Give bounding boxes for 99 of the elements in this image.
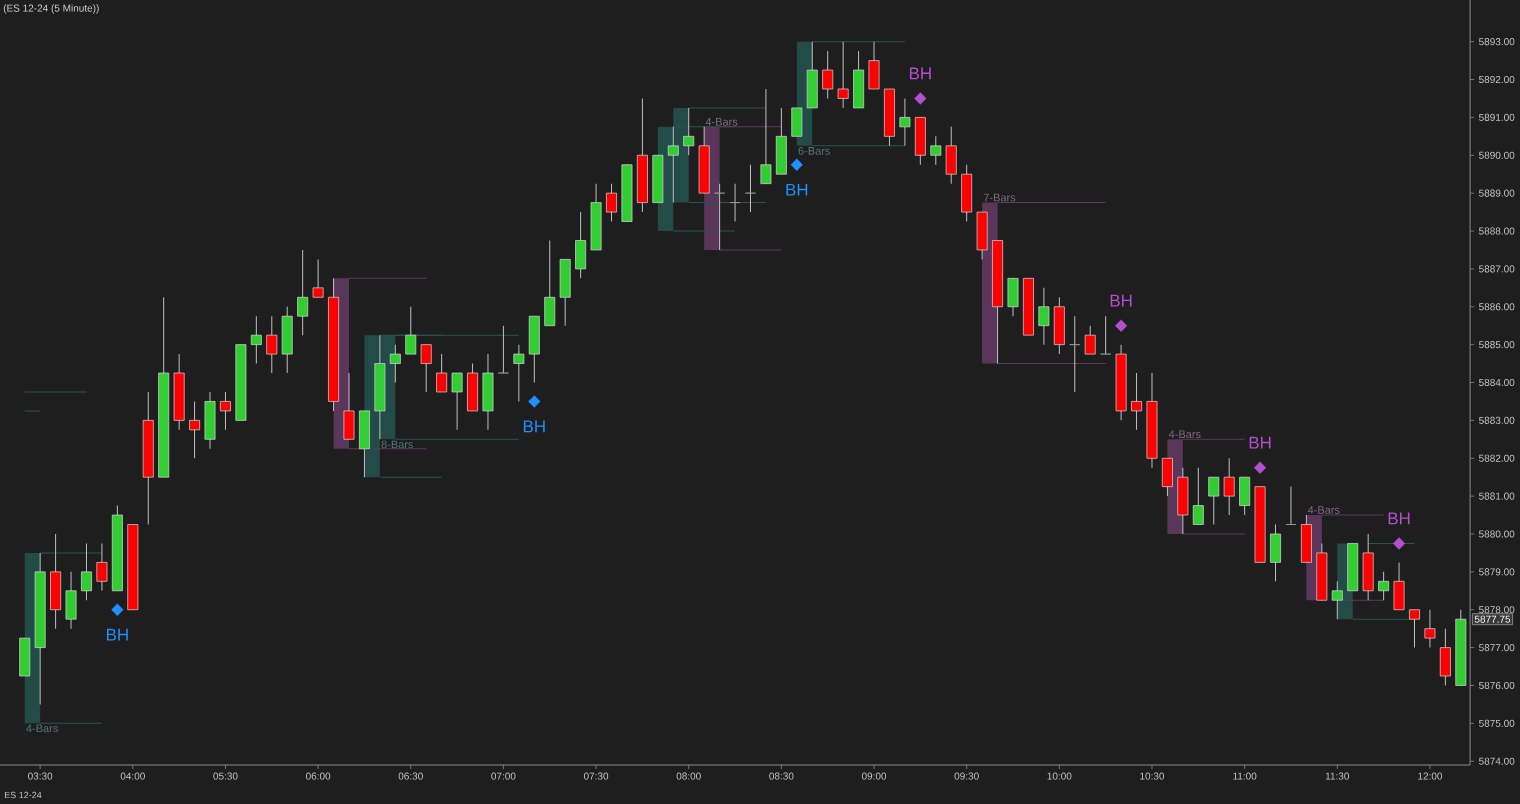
point: [1254, 461, 1267, 474]
y-tick-label: 5884.00: [1479, 378, 1515, 387]
candlestick: [250, 315, 262, 365]
series-label: 4-Bars: [1307, 506, 1340, 514]
candlestick: [1038, 287, 1050, 346]
point: [528, 395, 541, 408]
series-label: 4-Bars: [1168, 430, 1201, 439]
x-tick-label: 03:30: [28, 772, 53, 780]
x-tick-label: 07:30: [583, 772, 609, 780]
y-tick-label: 5885.00: [1479, 341, 1515, 349]
point: [790, 158, 803, 171]
candlestick: [420, 344, 432, 393]
candlestick: [1223, 457, 1235, 516]
x-tick-label: 11:00: [1233, 772, 1257, 780]
candlestick: [1285, 486, 1297, 526]
candlestick: [297, 249, 309, 336]
chart-title: (ES 12-24 (5 Minute)): [3, 4, 99, 14]
candlestick: [667, 126, 679, 204]
candlestick: [451, 372, 463, 431]
y-tick-label: 5889.00: [1479, 189, 1515, 197]
y-tick-label: 5891.00: [1479, 113, 1515, 121]
text: ES 12-24: [4, 791, 42, 799]
candlestick: [1409, 609, 1420, 649]
y-tick-label: 5881.00: [1479, 492, 1515, 500]
point: [111, 603, 124, 616]
x-tick-label: 05:30: [213, 772, 238, 780]
y-tick-label: 5879.00: [1479, 568, 1515, 576]
candlestick: [1424, 609, 1436, 649]
y-tick-label: 5888.00: [1479, 227, 1515, 235]
y-tick-label: 5886.00: [1479, 303, 1515, 311]
x-tick-label: 06:30: [398, 772, 423, 780]
candlestick: [389, 344, 401, 383]
candlestick: [1208, 476, 1220, 526]
series-label: BH: [1110, 294, 1132, 307]
point: [914, 92, 927, 105]
x-tick-label: 08:30: [769, 772, 794, 780]
series-label: 7-Bars: [983, 193, 1016, 202]
x-tick-label: 09:00: [861, 772, 887, 780]
candlestick: [837, 41, 849, 109]
candlestick: [899, 97, 911, 147]
candlestick: [220, 391, 231, 431]
x-tick-label: 10:00: [1047, 772, 1072, 780]
candlestick: [745, 164, 756, 213]
x-tick-label: 04:00: [120, 772, 145, 780]
candlestick: [714, 183, 726, 251]
point: [1115, 319, 1128, 332]
candlestick: [930, 135, 942, 166]
candlestick: [1131, 372, 1142, 431]
y-tick-label: 5892.00: [1479, 75, 1515, 84]
candlestick: [1331, 580, 1343, 620]
candlestick: [513, 344, 525, 402]
x-tick-label: 12:00: [1418, 772, 1443, 780]
candlestick: [405, 306, 417, 355]
x-tick-label: 06:00: [305, 772, 331, 780]
y-tick-label: 5875.00: [1479, 719, 1515, 727]
candlestick: [729, 183, 741, 223]
y-tick-label: 5893.00: [1479, 38, 1515, 46]
candlestick: [1192, 467, 1204, 526]
candlestick: [606, 183, 617, 223]
x-tick-label: 09:30: [954, 772, 979, 780]
candlestick: [1084, 325, 1096, 355]
text: 5877.75: [1474, 615, 1511, 623]
x-tick-label: 10:30: [1140, 772, 1165, 780]
x-tick-label: 07:00: [491, 772, 516, 780]
candlestick: [436, 353, 448, 393]
candlestick: [1069, 315, 1081, 393]
text: BH: [786, 183, 808, 196]
y-tick-label: 5882.00: [1479, 454, 1515, 462]
candlestick: [760, 88, 772, 185]
series-label: 8-Bars: [381, 440, 414, 449]
candlestick: [81, 542, 92, 601]
y-tick-label: 5887.00: [1479, 265, 1515, 273]
series-label: 4-Bars: [26, 724, 58, 733]
y-tick-label: 5880.00: [1479, 530, 1515, 538]
candlestick: [189, 400, 201, 459]
y-tick-label: 5890.00: [1479, 151, 1515, 159]
x-tick-label: 08:00: [676, 772, 701, 780]
candlestick: [1100, 315, 1112, 355]
series-label: 6-Bars: [798, 147, 830, 155]
candlestick: [266, 315, 278, 374]
series-label: 4-Bars: [705, 118, 738, 126]
candlestick: [96, 542, 108, 592]
text: BH: [523, 420, 545, 433]
point: [1393, 537, 1406, 550]
candlestick: [1378, 571, 1390, 601]
candlestick: [822, 50, 834, 99]
text: BH: [1249, 436, 1271, 449]
text: BH: [909, 67, 931, 80]
y-tick-label: 5874.00: [1479, 757, 1515, 765]
x-tick-label: 11:30: [1325, 772, 1350, 780]
candlestick: [497, 325, 509, 374]
y-tick-label: 5877.00: [1479, 644, 1515, 652]
series-label: BH: [106, 628, 128, 641]
y-tick-label: 5876.00: [1479, 681, 1515, 690]
candlestick: [683, 107, 695, 156]
text: BH: [1388, 512, 1410, 525]
y-tick-label: 5878.00: [1479, 606, 1515, 614]
candlestick: [312, 258, 324, 298]
y-tick-label: 5883.00: [1479, 416, 1515, 424]
